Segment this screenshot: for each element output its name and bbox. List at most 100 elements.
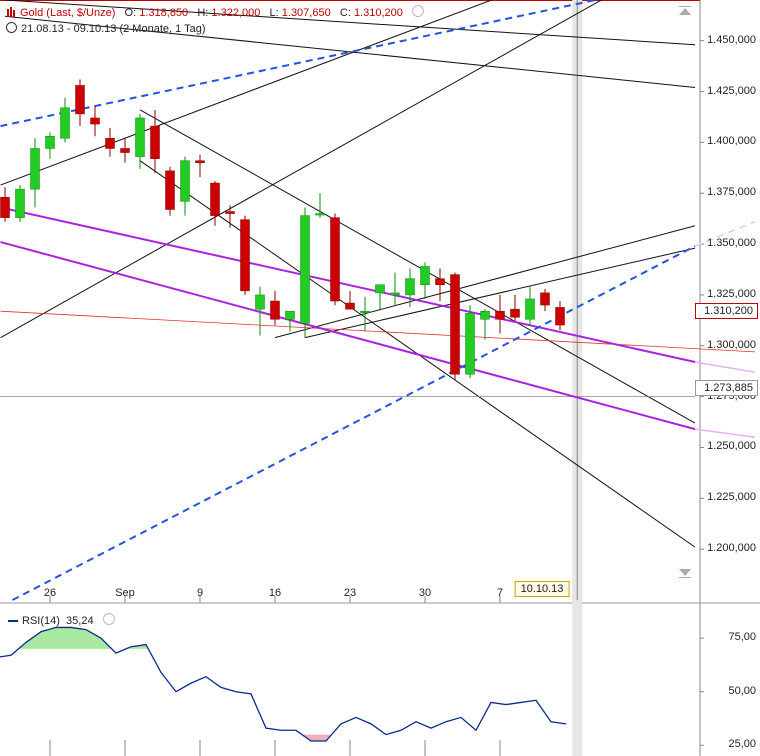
time-tick-label: Sep (115, 587, 135, 599)
time-tick-label: 26 (43, 587, 57, 599)
period-header: 21.08.13 - 09.10.13 (2 Monate, 1 Tag) (6, 21, 205, 35)
candle-body (165, 170, 175, 210)
candle-body (510, 308, 520, 318)
rsi-settings-gear-icon[interactable] (102, 613, 115, 625)
candle-body (0, 197, 10, 218)
resistance-line (4, 15, 696, 88)
candle-body (435, 278, 445, 285)
open-label: O: (124, 7, 137, 19)
blue-trend-line (0, 0, 601, 128)
last-price-tag: 1.310,200 (695, 303, 758, 319)
resistance-line (4, 0, 696, 46)
candle-body (300, 215, 310, 324)
instrument-header: Gold (Last, $/Unze) O: 1.318,850 H: 1.32… (6, 4, 424, 19)
rsi-header: RSI(14) 35,24 (8, 612, 115, 627)
open-value: 1.318,850 (139, 7, 189, 19)
candle-body (255, 294, 265, 310)
period-range: 21.08.13 - 09.10.13 (2 Monate, 1 Tag) (21, 23, 206, 35)
scroll-up-icon[interactable] (678, 6, 692, 16)
candle-body (90, 117, 100, 125)
candle-body (150, 125, 160, 159)
close-value: 1.310,200 (353, 7, 403, 19)
price-tick-label: 1.450,000 (707, 33, 756, 46)
channel-line (0, 0, 494, 186)
time-tick-label: 9 (196, 587, 204, 599)
candle-body (105, 138, 115, 149)
candle-body (75, 85, 85, 115)
rsi-tick-label: 75,00 (728, 631, 756, 644)
time-tick-label: 30 (418, 587, 432, 599)
instrument-name: Gold (Last, $/Unze) (20, 7, 116, 19)
channel-line (0, 0, 603, 339)
price-tick-label: 1.250,000 (707, 440, 756, 453)
candle-body (60, 107, 70, 139)
candle-body (345, 302, 355, 310)
time-tick-label: 7 (496, 587, 504, 599)
candle-body (210, 182, 220, 216)
clock-icon (6, 22, 17, 33)
candle-body (555, 307, 565, 326)
candle-body (450, 274, 460, 375)
fan-line (304, 247, 696, 339)
candle-body (30, 148, 40, 190)
candle-body (225, 211, 235, 214)
candle-body (420, 266, 430, 285)
candle-body (405, 278, 415, 296)
candle-body (240, 219, 250, 292)
candle-body (390, 292, 400, 296)
candle-body (270, 300, 280, 320)
rsi-legend-line (8, 620, 18, 623)
rsi-value: 35,24 (66, 615, 94, 627)
rsi-line (0, 626, 567, 742)
fan-line (274, 225, 696, 339)
close-label: C: (339, 7, 351, 19)
price-tick-label: 1.300,000 (707, 338, 756, 351)
price-tick-label: 1.325,000 (707, 287, 756, 300)
time-tick-label: 23 (343, 587, 357, 599)
time-tick-label: 16 (268, 587, 282, 599)
blue-support-ext (694, 221, 756, 247)
blue-support-line (12, 245, 696, 601)
rsi-tick-label: 50,00 (728, 684, 756, 697)
candle-body (15, 188, 25, 218)
price-tick-label: 1.200,000 (707, 542, 756, 555)
candle-body (195, 160, 205, 163)
candle-body (495, 310, 505, 320)
candle-body (285, 310, 295, 320)
rsi-label: RSI(14) (22, 615, 60, 627)
price-tick-label: 1.225,000 (707, 491, 756, 504)
rsi-tick-label: 25,00 (728, 738, 756, 751)
low-label: L: (269, 7, 279, 19)
regression-line-upper (0, 206, 696, 364)
price-tick-label: 1.400,000 (707, 135, 756, 148)
candle-body (360, 310, 370, 313)
horizontal-line-price-tag: 1.273,885 (695, 380, 758, 396)
scroll-down-icon[interactable] (678, 568, 692, 578)
candle-body (330, 217, 340, 302)
high-label: H: (197, 7, 209, 19)
candle-body (480, 310, 490, 320)
channel-line (139, 109, 696, 424)
candle-body (540, 292, 550, 306)
bar-chart-icon (6, 7, 16, 17)
candle-body (375, 284, 385, 294)
regression-line-lower-ext (694, 428, 756, 439)
high-value: 1.322,000 (211, 7, 261, 19)
candle-body (180, 160, 190, 202)
candle-body (315, 213, 325, 216)
candle-body (465, 312, 475, 375)
regression-line-upper-ext (694, 361, 756, 373)
price-tick-label: 1.350,000 (707, 237, 756, 250)
support-line (0, 310, 756, 353)
rsi-overbought-fill (18, 627, 112, 649)
price-tick-label: 1.425,000 (707, 84, 756, 97)
regression-line-lower (0, 241, 696, 431)
candle-body (120, 148, 130, 153)
cursor-date-tag: 10.10.13 (514, 581, 570, 597)
candle-body (135, 117, 145, 157)
candle-body (525, 298, 535, 320)
low-value: 1.307,650 (281, 7, 331, 19)
price-tick-label: 1.375,000 (707, 186, 756, 199)
settings-gear-icon[interactable] (411, 5, 424, 17)
